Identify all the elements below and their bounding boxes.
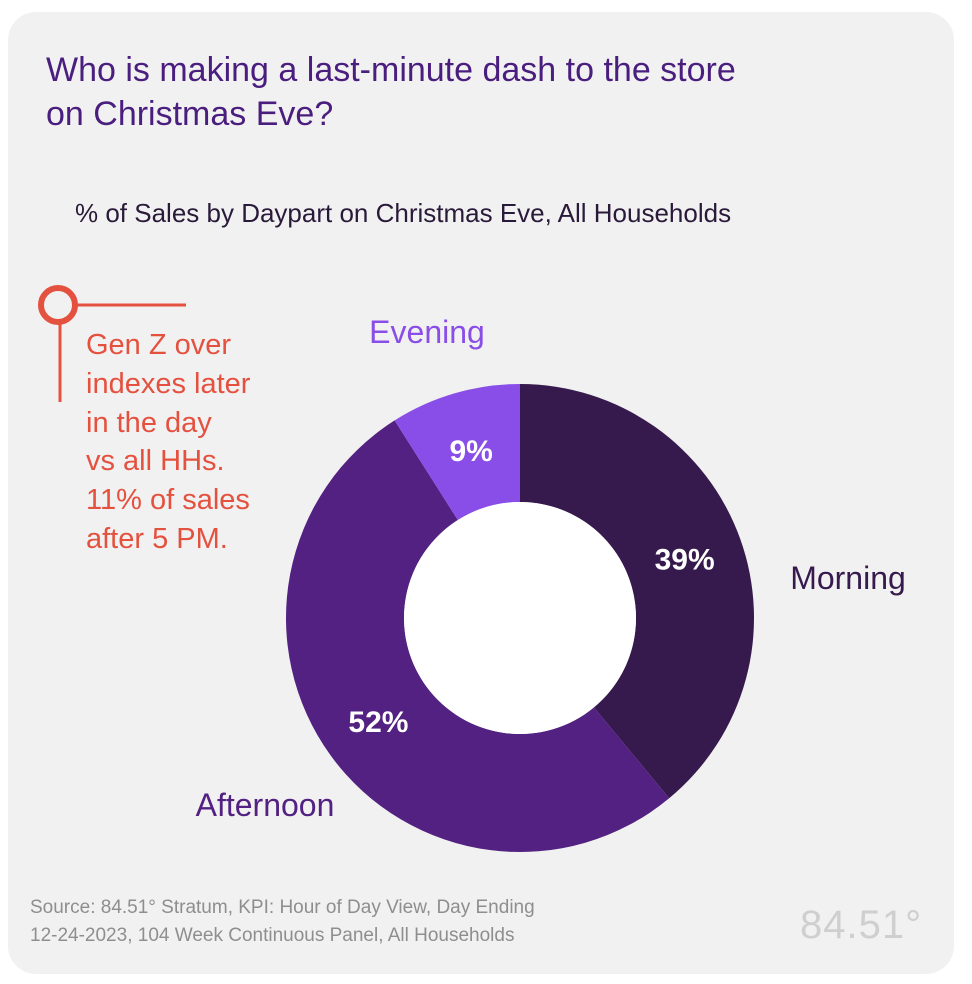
donut-hole bbox=[404, 502, 636, 734]
slice-evening bbox=[394, 384, 520, 521]
category-label-morning: Morning bbox=[790, 560, 906, 596]
category-label-evening: Evening bbox=[369, 314, 485, 350]
data-label-evening: 9% bbox=[449, 435, 492, 468]
page-title: Who is making a last-minute dash to the … bbox=[46, 51, 736, 133]
source-note: Source: 84.51° Stratum, KPI: Hour of Day… bbox=[30, 894, 730, 950]
callout-line: indexes later bbox=[86, 367, 251, 400]
category-label-afternoon: Afternoon bbox=[196, 787, 335, 823]
brand-logo: 84.51° bbox=[800, 903, 923, 947]
callout-line: after 5 PM. bbox=[86, 522, 228, 555]
source-line: Source: 84.51° Stratum, KPI: Hour of Day… bbox=[30, 897, 535, 918]
callout-line: vs all HHs. bbox=[86, 445, 225, 478]
data-label-morning: 39% bbox=[655, 544, 715, 577]
slice-afternoon bbox=[286, 420, 670, 852]
callout-line: in the day bbox=[86, 406, 212, 439]
callout-marker-icon bbox=[38, 285, 186, 402]
chart-title: % of Sales by Daypart on Christmas Eve, … bbox=[75, 198, 732, 228]
callout-line: Gen Z over bbox=[86, 329, 232, 361]
data-label-afternoon: 52% bbox=[348, 706, 408, 739]
callout-line: 11% of sales bbox=[86, 484, 250, 517]
source-line: 12-24-2023, 104 Week Continuous Panel, A… bbox=[30, 925, 515, 946]
slice-morning bbox=[520, 384, 755, 799]
gen-z-callout: Gen Z over indexes later in the day vs a… bbox=[86, 326, 316, 559]
